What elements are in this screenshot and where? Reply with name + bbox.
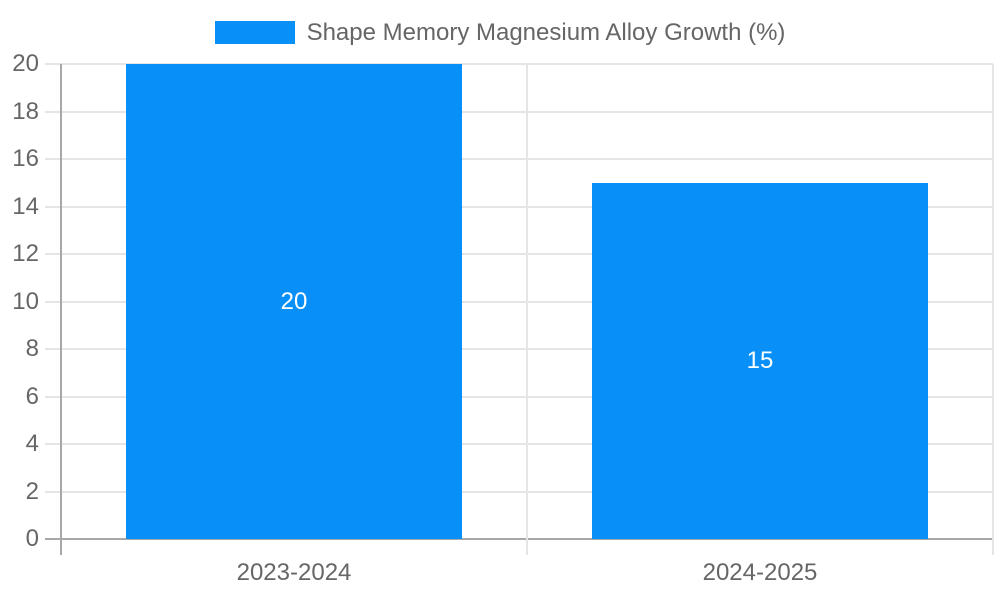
bar-value-label: 20 xyxy=(280,288,308,315)
y-tick-label: 10 xyxy=(12,288,39,315)
y-axis-tick xyxy=(45,396,61,398)
gridline-v xyxy=(526,64,528,539)
bar[interactable] xyxy=(592,183,928,539)
bar[interactable] xyxy=(126,64,462,539)
bar-value-label: 15 xyxy=(746,347,774,374)
y-axis-tick xyxy=(45,301,61,303)
y-tick-label: 16 xyxy=(12,145,39,172)
legend-label: Shape Memory Magnesium Alloy Growth (%) xyxy=(306,18,786,46)
y-tick-label: 8 xyxy=(25,335,39,362)
y-axis-tick xyxy=(45,111,61,113)
y-axis-tick xyxy=(45,348,61,350)
legend[interactable]: Shape Memory Magnesium Alloy Growth (%) xyxy=(0,18,1000,47)
plot-area: 20 15 xyxy=(45,63,994,555)
x-tick-label: 2024-2025 xyxy=(702,559,818,586)
y-tick-label: 4 xyxy=(25,430,39,457)
y-tick-label: 14 xyxy=(12,193,39,220)
y-axis-tick xyxy=(45,253,61,255)
y-tick-label: 6 xyxy=(25,383,39,410)
y-axis-tick xyxy=(45,63,61,65)
y-tick-label: 2 xyxy=(25,478,39,505)
gridline-v xyxy=(60,64,62,539)
gridline-v xyxy=(992,64,994,539)
y-axis-tick xyxy=(45,491,61,493)
legend-swatch-icon xyxy=(214,21,295,44)
x-axis-tick xyxy=(526,539,528,555)
y-tick-label: 18 xyxy=(12,98,39,125)
y-axis-tick xyxy=(45,206,61,208)
x-axis-tick xyxy=(992,539,994,555)
y-tick-label: 20 xyxy=(12,50,39,77)
y-tick-label: 12 xyxy=(12,240,39,267)
y-axis-tick xyxy=(45,158,61,160)
x-axis-tick xyxy=(60,539,62,555)
y-axis-tick xyxy=(45,538,61,540)
y-tick-label: 0 xyxy=(25,525,39,552)
y-axis-tick xyxy=(45,443,61,445)
x-tick-label: 2023-2024 xyxy=(236,559,352,586)
